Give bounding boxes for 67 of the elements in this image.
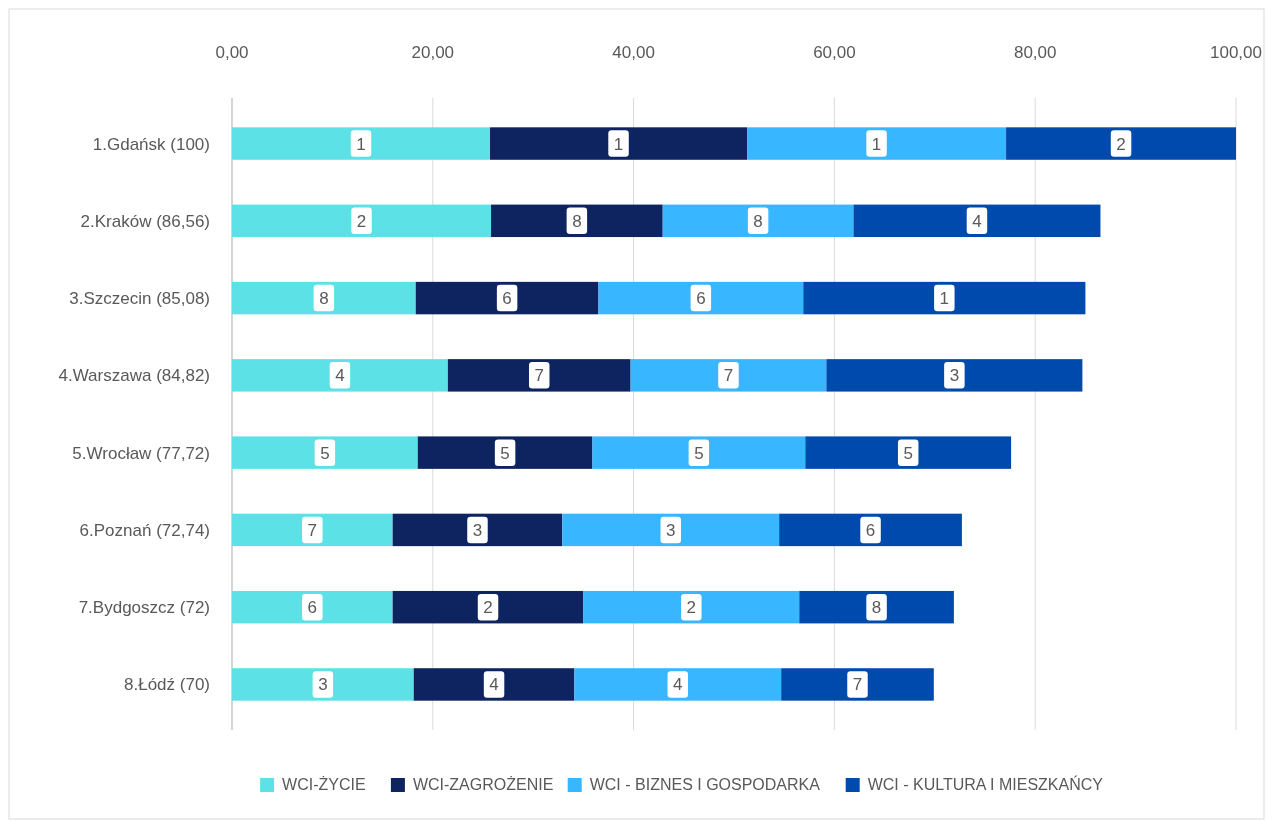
annotation: 2 bbox=[356, 211, 367, 231]
annotation: 6 bbox=[502, 289, 512, 309]
bar bbox=[232, 359, 448, 392]
x-tick-label: 80,00 bbox=[1013, 43, 1057, 62]
annotation: 8 bbox=[319, 289, 329, 309]
annotation: 7 bbox=[723, 366, 734, 386]
annotation: 4 bbox=[489, 675, 499, 695]
y-tick-label: 3.Szczecin (85,08) bbox=[69, 289, 210, 309]
legend-label: WCI-ZAGROŻENIE bbox=[412, 775, 554, 793]
annotation: 3 bbox=[666, 520, 676, 540]
annotation: 5 bbox=[320, 443, 330, 463]
bar bbox=[232, 204, 492, 238]
x-tick-label: 0,00 bbox=[215, 43, 249, 62]
bar bbox=[232, 127, 491, 160]
annotation: 6 bbox=[865, 520, 876, 540]
x-tick-label: 40,00 bbox=[612, 43, 655, 62]
y-tick-label: 7.Bydgoszcz (72) bbox=[78, 598, 210, 618]
annotation: 7 bbox=[307, 520, 318, 540]
annotation: 3 bbox=[318, 675, 328, 695]
annotation: 7 bbox=[534, 366, 544, 386]
y-tick-label: 2.Kraków (86,56) bbox=[80, 211, 210, 231]
bar bbox=[853, 204, 1101, 238]
bar bbox=[592, 436, 806, 469]
bar bbox=[562, 513, 780, 547]
annotation: 7 bbox=[852, 675, 863, 695]
bar bbox=[662, 204, 854, 238]
y-tick-label: 6.Poznań (72,74) bbox=[79, 520, 210, 540]
annotation: 1 bbox=[613, 134, 624, 154]
bar bbox=[803, 281, 1086, 315]
annotation: 1 bbox=[356, 134, 366, 154]
annotation: 8 bbox=[871, 598, 882, 618]
x-tick-label: 100,00 bbox=[1210, 43, 1262, 62]
y-tick-label: 8.Łódź (70) bbox=[124, 675, 210, 695]
bar bbox=[574, 668, 782, 701]
annotation: 4 bbox=[673, 675, 683, 695]
bar bbox=[805, 436, 1012, 469]
annotation: 6 bbox=[307, 598, 318, 618]
annotation: 6 bbox=[696, 289, 706, 309]
legend-label: WCI - KULTURA I MIESZKAŃCY bbox=[867, 775, 1104, 793]
bar bbox=[583, 590, 800, 624]
bar bbox=[490, 127, 748, 160]
bar bbox=[747, 127, 1007, 160]
bar bbox=[826, 359, 1083, 392]
annotation: 8 bbox=[753, 211, 763, 231]
annotation: 5 bbox=[903, 443, 913, 463]
annotation: 1 bbox=[939, 289, 950, 309]
annotation: 5 bbox=[500, 443, 510, 463]
annotation: 2 bbox=[1116, 134, 1126, 154]
y-tick-label: 5.Wrocław (77,72) bbox=[72, 443, 210, 463]
annotation: 8 bbox=[572, 211, 582, 231]
bar bbox=[598, 281, 804, 315]
y-tick-label: 4.Warszawa (84,82) bbox=[58, 366, 210, 386]
bar bbox=[1006, 127, 1236, 160]
annotation: 2 bbox=[686, 598, 697, 618]
x-tick-label: 20,00 bbox=[411, 43, 455, 62]
annotation: 1 bbox=[871, 134, 882, 154]
x-tick-label: 60,00 bbox=[813, 43, 856, 62]
annotation: 5 bbox=[694, 443, 704, 463]
annotation: 3 bbox=[949, 366, 960, 386]
annotation: 4 bbox=[972, 211, 982, 231]
legend-label: WCI - BIZNES I GOSPODARKA bbox=[589, 776, 821, 793]
y-tick-label: 1.Gdańsk (100) bbox=[92, 134, 210, 154]
annotation: 3 bbox=[472, 520, 483, 540]
annotation: 4 bbox=[335, 366, 345, 386]
bar bbox=[630, 359, 827, 392]
legend-label: WCI-ŻYCIE bbox=[282, 775, 366, 793]
annotation: 2 bbox=[483, 598, 493, 618]
